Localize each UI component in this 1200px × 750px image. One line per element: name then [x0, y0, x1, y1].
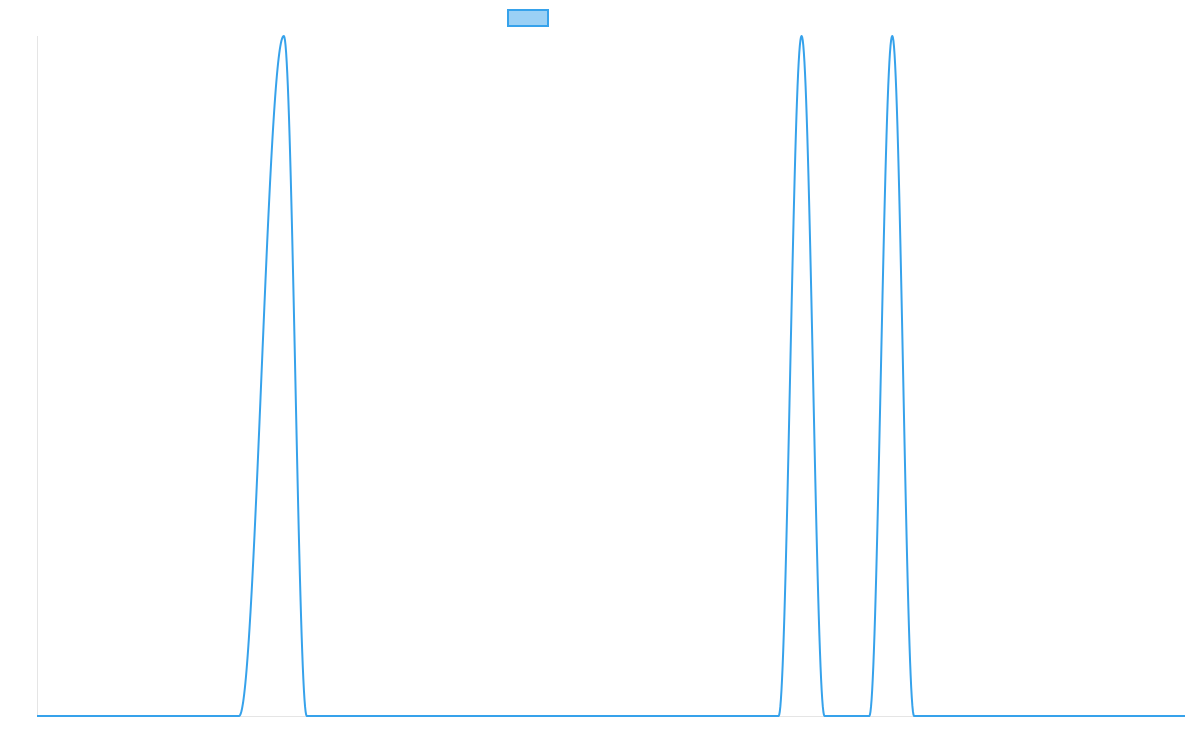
data-point-peak-3[interactable] [888, 32, 896, 40]
legend[interactable] [507, 9, 549, 27]
legend-swatch[interactable] [507, 9, 549, 27]
series-line-0[interactable] [36, 35, 1186, 717]
data-point-peak-1[interactable] [280, 32, 288, 40]
series-layer [36, 32, 1186, 717]
axes [37, 36, 1185, 717]
data-point-peak-2[interactable] [798, 32, 806, 40]
